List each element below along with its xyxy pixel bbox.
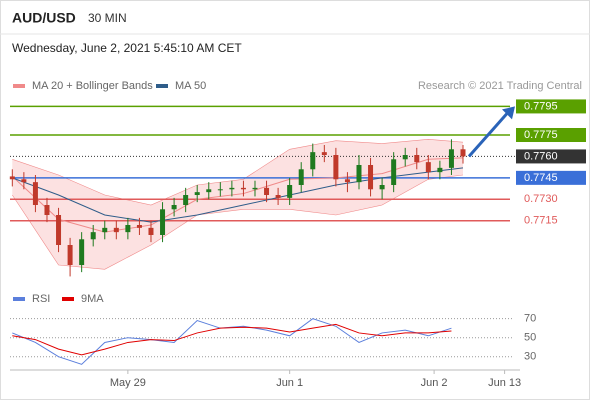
candle-body	[148, 227, 154, 235]
level-label: 0.7745	[524, 172, 558, 184]
candle-body	[21, 179, 27, 183]
legend-swatch	[62, 297, 74, 301]
level-label-box	[516, 149, 586, 164]
candle-body	[298, 169, 304, 185]
indicator-line	[12, 323, 452, 356]
candle-body	[44, 205, 50, 215]
credit: Research © 2021 Trading Central	[418, 80, 582, 92]
candle-body	[79, 239, 85, 265]
candle-body	[217, 189, 223, 191]
y-tick-label: 70	[524, 313, 536, 325]
level-label: 0.7760	[524, 150, 558, 162]
candle-body	[287, 185, 293, 198]
candle-body	[102, 227, 108, 233]
candle-body	[206, 189, 212, 193]
candle-body	[356, 165, 362, 183]
candle-body	[310, 152, 316, 170]
level-label: 0.7775	[524, 129, 558, 141]
timestamp: Wednesday, June 2, 2021 5:45:10 AM CET	[12, 41, 242, 55]
candle-body	[90, 232, 96, 240]
x-tick-label: May 29	[110, 377, 146, 389]
candle-body	[136, 225, 142, 228]
candle-body	[56, 215, 62, 245]
x-tick-label: Jun 1	[276, 377, 303, 389]
candle-body	[321, 152, 327, 155]
level-label-box	[516, 128, 586, 142]
level-label: 0.7715	[524, 215, 558, 227]
candle-body	[9, 176, 15, 180]
legend-label: MA 50	[175, 80, 206, 92]
candle-body	[275, 195, 281, 198]
candle-body	[32, 182, 38, 205]
y-tick-label: 30	[524, 351, 536, 363]
legend-swatch	[156, 84, 168, 88]
bollinger-fill	[12, 139, 463, 270]
x-tick-label: Jun 2	[421, 377, 448, 389]
level-label-box	[516, 99, 586, 114]
legend: MA 20 + Bollinger Bands MA 50 RSI 9MA	[13, 80, 206, 305]
candle-body	[240, 187, 246, 190]
level-label: 0.7730	[524, 193, 558, 205]
candle-body	[125, 225, 131, 233]
candle-body	[171, 205, 177, 210]
candle-body	[414, 155, 420, 163]
candle-body	[368, 165, 374, 190]
candle-body	[264, 187, 270, 195]
candle-body	[183, 195, 189, 205]
legend-label: RSI	[32, 293, 50, 305]
candle-body	[67, 245, 73, 265]
target-arrow	[467, 111, 510, 158]
candle-body	[379, 185, 385, 190]
candle-body	[402, 155, 408, 160]
candle-body	[229, 187, 235, 190]
x-tick-label: Jun 13	[488, 377, 521, 389]
level-label-box	[516, 170, 586, 185]
interval: 30 MIN	[88, 11, 127, 25]
symbol: AUD/USD	[12, 10, 76, 26]
candle-body	[391, 159, 397, 185]
legend-swatch	[13, 297, 25, 301]
candle-body	[113, 227, 119, 233]
candle-body	[437, 167, 443, 173]
legend-swatch	[13, 84, 25, 88]
bollinger-lower	[12, 174, 464, 270]
level-label: 0.7795	[524, 100, 558, 112]
candle-body	[333, 155, 339, 180]
candle-body	[425, 162, 431, 173]
candle-body	[448, 149, 454, 168]
y-tick-label: 50	[524, 332, 536, 344]
legend-label: 9MA	[81, 293, 104, 305]
ma-line	[12, 167, 464, 223]
candle-body	[194, 192, 200, 195]
candle-body	[160, 209, 166, 235]
candle-body	[344, 179, 350, 183]
bollinger-upper	[12, 138, 464, 206]
target-arrowhead	[502, 106, 515, 120]
legend-label: MA 20 + Bollinger Bands	[32, 80, 153, 92]
candle-body	[252, 187, 258, 190]
candle-body	[460, 149, 466, 157]
